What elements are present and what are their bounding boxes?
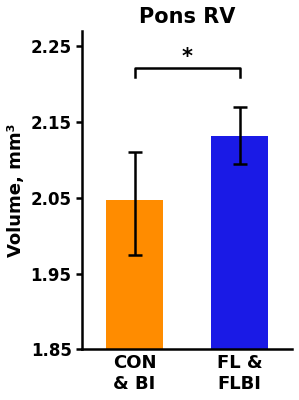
Title: Pons RV: Pons RV	[139, 7, 235, 27]
Y-axis label: Volume, mm³: Volume, mm³	[7, 124, 25, 257]
Bar	[211, 136, 269, 349]
Bar	[106, 200, 164, 349]
Text: *: *	[181, 47, 193, 67]
